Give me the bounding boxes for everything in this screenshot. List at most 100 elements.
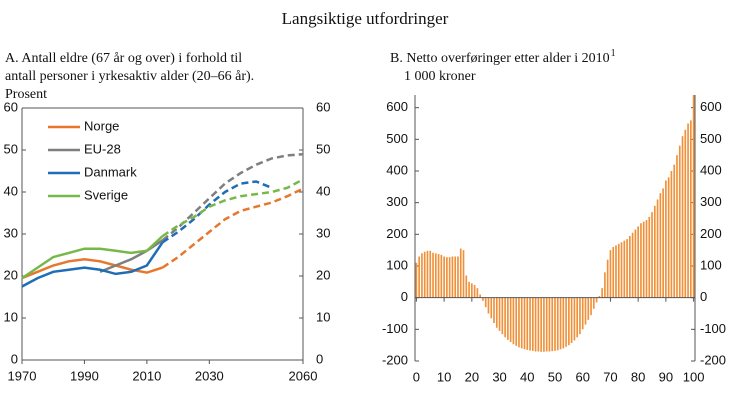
x-tick-label: 1990 [70,368,99,383]
bar [626,239,628,298]
bar [498,297,501,331]
bar [504,297,506,338]
bar [479,294,481,298]
bar [645,220,648,298]
y2-tick-label: 400 [700,162,722,177]
y2-tick-label: 100 [700,257,722,272]
bar [534,297,537,352]
series-line [161,152,304,242]
panel-title: Prosent [5,87,47,102]
bar [612,247,615,298]
bar [423,251,426,298]
bar [690,120,692,298]
y2-tick-label: 60 [316,99,330,114]
bar [473,285,476,298]
bar [609,250,612,298]
bar [623,240,626,298]
bar [434,253,437,298]
bar [584,297,587,325]
y2-tick-label: 200 [700,226,722,241]
bar [637,226,639,298]
bar [662,188,664,298]
y2-tick-label: 500 [700,131,722,146]
x-tick-label: 80 [631,369,645,384]
bar [590,297,592,316]
bar [548,297,551,352]
bar [437,253,440,298]
bar [457,256,459,298]
x-tick-label: 40 [520,369,534,384]
y-tick-label: -200 [382,352,408,367]
bar [651,212,653,298]
bar [587,297,590,320]
bar [443,256,445,298]
y-tick-label: 100 [386,257,408,272]
y-tick-label: 500 [386,131,408,146]
bar [648,216,651,298]
bar [565,297,567,347]
bar [559,297,562,350]
bar [487,297,490,314]
bar [490,297,493,319]
y-tick-label: 10 [4,309,18,324]
y2-tick-label: 30 [316,225,330,240]
x-tick-label: 0 [413,369,420,384]
bar [518,297,520,348]
bar [540,297,542,352]
series-line [161,180,273,244]
y-tick-label: 400 [386,162,408,177]
bar [495,297,498,328]
bar [620,242,623,298]
y-tick-label: 0 [401,289,408,304]
bar [526,297,529,350]
title-footnote: 1 [611,48,616,59]
bar [529,297,531,351]
bar [476,288,479,298]
bar [576,297,579,338]
bar [615,245,617,298]
bar [642,221,645,298]
y2-tick-label: 600 [700,99,722,114]
y2-tick-label: 20 [316,267,330,282]
panel-title: A. Antall eldre (67 år og over) i forhol… [5,51,242,66]
legend-label: EU-28 [84,141,121,156]
y-tick-label: 20 [4,267,18,282]
x-tick-label: 70 [603,369,617,384]
bar [629,235,631,298]
x-tick-label: 10 [437,369,451,384]
bar [432,252,434,298]
y-tick-label: 600 [386,99,408,114]
bar [459,248,462,298]
y-tick-label: 60 [4,99,18,114]
y2-tick-label: 50 [316,141,330,156]
bar [462,250,465,298]
x-tick-label: 2010 [132,368,161,383]
bar [451,256,454,298]
bar [440,254,443,298]
bar [665,180,667,298]
bar [448,257,451,298]
bar [687,123,689,298]
bar [681,136,684,298]
y2-tick-label: 300 [700,194,722,209]
legend-label: Norge [84,118,119,133]
bar [676,155,678,298]
bar [554,297,556,351]
series-line [161,187,304,269]
bar [531,297,534,351]
x-tick-label: 1970 [8,368,37,383]
y2-tick-label: 10 [316,309,330,324]
bar [471,283,473,298]
bar [415,262,418,298]
bar [421,253,423,298]
bar [509,297,512,342]
y-tick-label: 200 [386,226,408,241]
bar [667,177,670,298]
y2-tick-label: 0 [316,351,323,366]
y2-tick-label: -100 [700,321,726,336]
panel-title: B. Netto overføringer etter alder i 2010 [390,51,610,66]
series-line [21,241,164,288]
series-line [161,178,304,238]
bar [543,297,545,352]
